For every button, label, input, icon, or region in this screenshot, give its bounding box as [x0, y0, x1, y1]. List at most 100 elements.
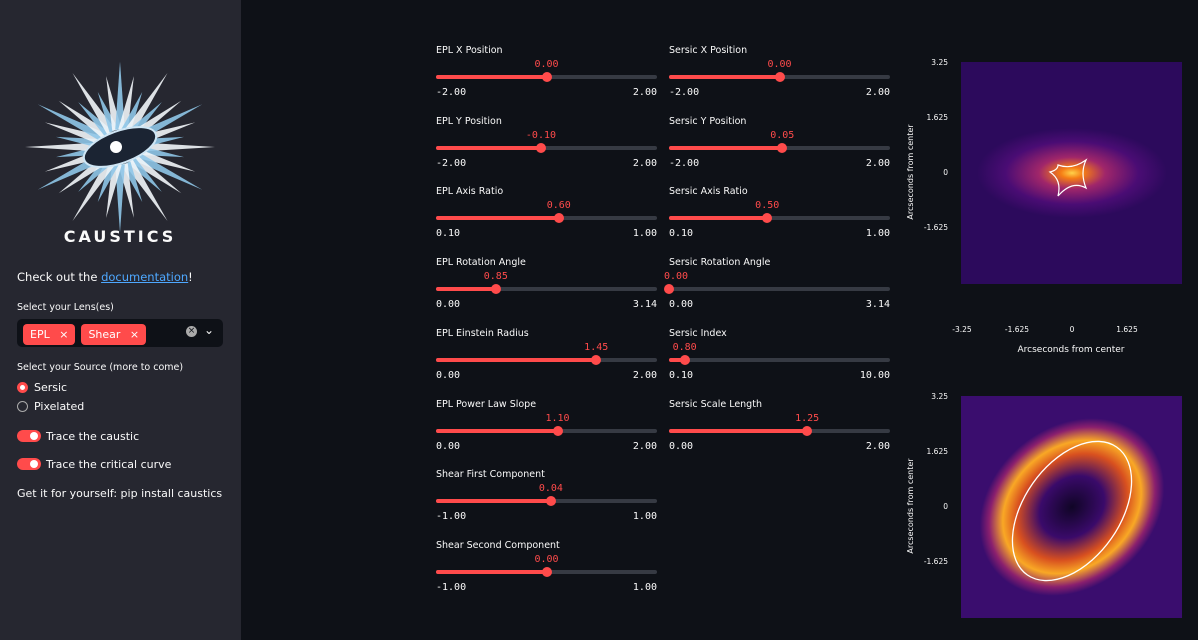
logo-spike [25, 142, 103, 152]
slider-label: Shear Second Component [436, 539, 560, 551]
logo-spike [106, 163, 122, 218]
logo-spike [72, 159, 116, 222]
logo-spike [134, 148, 196, 172]
slider-value: 0.00 [767, 59, 792, 70]
slider-thumb[interactable] [777, 142, 788, 153]
slider-value: 0.00 [534, 553, 559, 565]
clear-icon[interactable]: × [186, 326, 197, 337]
radio-button[interactable] [17, 382, 28, 393]
lens-chip[interactable]: Shear × [81, 324, 147, 345]
slider-label: EPL Rotation Angle [436, 257, 526, 269]
slider-value: 0.50 [755, 200, 780, 212]
slider-max: 1.00 [632, 228, 657, 240]
radio-button[interactable] [17, 401, 28, 412]
slider-max: 2.00 [632, 87, 657, 98]
heatmap-glow [977, 128, 1167, 218]
slider-track [436, 145, 657, 150]
slider-label: Sersic Index [669, 327, 727, 339]
lens-select[interactable]: EPL × Shear × × ⌄ [17, 319, 223, 347]
chip-remove[interactable]: × [55, 328, 69, 341]
slider-thumb[interactable] [802, 425, 813, 436]
slider-label: Sersic Rotation Angle [669, 257, 771, 269]
slider-thumb[interactable] [490, 284, 501, 295]
toggle[interactable] [17, 458, 41, 470]
slider-max: 2.00 [865, 440, 890, 452]
slider-min: -1.00 [436, 511, 467, 523]
slider-track [436, 287, 657, 292]
x-tick-label: -3.25 [952, 325, 972, 334]
slider-thumb[interactable] [535, 142, 546, 153]
x-tick-label: -1.625 [1005, 325, 1029, 334]
slider-max: 2.00 [865, 157, 890, 169]
slider-value: 0.80 [672, 341, 697, 353]
slider-label: Sersic Axis Ratio [669, 186, 748, 198]
slider-min: -2.00 [669, 87, 700, 98]
slider-thumb[interactable] [545, 496, 556, 507]
caustic-curve [1048, 158, 1088, 197]
slider-value: 0.04 [538, 483, 563, 495]
slider-fill [669, 357, 685, 362]
slider-min: -2.00 [669, 157, 700, 169]
slider-value: 0.60 [546, 200, 571, 212]
slider-max: 3.14 [632, 299, 657, 311]
chip-remove[interactable]: × [126, 328, 140, 341]
slider-label: EPL Power Law Slope [436, 398, 537, 410]
slider-min: -1.00 [436, 581, 467, 593]
slider-thumb[interactable] [774, 72, 785, 82]
y-tick-label: -1.625 [924, 223, 948, 232]
logo-spike [137, 142, 215, 152]
slider-label: Sersic X Position [669, 45, 748, 56]
doc-link[interactable]: documentation [101, 270, 189, 284]
slider-thumb[interactable] [553, 213, 564, 224]
slider-thumb[interactable] [541, 72, 552, 82]
slider-value: 0.85 [483, 271, 508, 283]
slider-max: 2.00 [632, 440, 657, 452]
footer-text: Get it for yourself: pip install caustic… [17, 487, 223, 500]
radio-label: Sersic [34, 381, 68, 394]
toggle-knob [30, 432, 38, 440]
logo-spike [97, 161, 119, 202]
slider-max: 2.00 [632, 157, 657, 169]
slider-fill [436, 75, 547, 79]
logo-spike [115, 164, 125, 233]
slider-max: 1.00 [865, 228, 890, 240]
slider-fill [669, 216, 768, 221]
slider-label: EPL X Position [436, 45, 503, 56]
toggle-label: Trace the caustic [46, 430, 140, 443]
slider-fill [436, 145, 541, 150]
slider-min: 0.10 [669, 228, 694, 240]
slider-thumb[interactable] [664, 284, 674, 295]
slider-value: 1.45 [584, 341, 609, 353]
slider-fill [436, 287, 496, 292]
dropdown-icon[interactable]: ⌄ [204, 323, 215, 337]
lens-chip[interactable]: EPL × [23, 324, 76, 345]
logo-spike [132, 151, 203, 190]
slider-fill [436, 357, 597, 362]
slider-value: 0.00 [664, 271, 689, 283]
slider-value: 0.00 [534, 59, 559, 70]
slider-label: EPL Axis Ratio [436, 186, 504, 198]
slider-value: 1.25 [795, 412, 820, 424]
slider-min: 0.00 [436, 369, 461, 381]
slider-thumb[interactable] [679, 354, 690, 365]
slider-min: -2.00 [436, 157, 467, 169]
slider-thumb[interactable] [762, 213, 773, 224]
slider-thumb[interactable] [591, 354, 602, 365]
slider-label: Sersic Scale Length [669, 398, 762, 410]
slider-thumb[interactable] [541, 566, 552, 577]
slider-track [669, 287, 890, 292]
slider-track [669, 357, 890, 362]
slider-fill [669, 428, 808, 433]
slider-max: 2.00 [865, 87, 890, 98]
logo-spike [115, 61, 125, 130]
slider-max: 10.00 [859, 369, 890, 381]
logo-pupil [110, 141, 122, 153]
slider-thumb[interactable] [552, 425, 563, 436]
slider-min: 0.00 [436, 440, 461, 452]
heatmap-ring [979, 418, 1165, 596]
slider-max: 1.00 [632, 581, 657, 593]
slider-fill [436, 216, 559, 221]
doc-suffix: ! [188, 270, 193, 284]
toggle[interactable] [17, 430, 41, 442]
